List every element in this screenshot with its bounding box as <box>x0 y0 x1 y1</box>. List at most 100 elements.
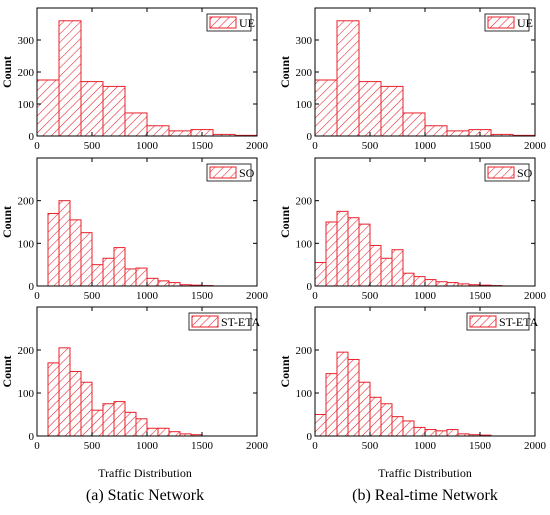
histogram-bar <box>348 359 359 436</box>
legend-label: ST-ETA <box>221 315 261 329</box>
legend-swatch <box>488 167 514 178</box>
histogram-bar <box>103 404 114 436</box>
legend: SO <box>207 164 255 181</box>
x-tick-label: 0 <box>34 290 40 302</box>
histogram-bar <box>436 431 447 436</box>
histogram-bar <box>169 432 180 436</box>
histogram-bar <box>59 201 70 286</box>
histogram-bar <box>125 269 136 286</box>
x-tick-label: 500 <box>362 440 379 452</box>
histogram-bar <box>125 412 136 436</box>
legend-label: SO <box>239 166 255 180</box>
histogram-bar <box>158 428 169 436</box>
legend: ST-ETA <box>189 313 261 330</box>
legend-swatch <box>488 17 514 28</box>
x-tick-label: 1500 <box>469 440 492 452</box>
y-tick-label: 0 <box>29 431 35 443</box>
legend-swatch <box>210 167 236 178</box>
y-axis-label: Count <box>0 355 14 387</box>
x-tick-label: 1000 <box>414 290 437 302</box>
legend-swatch <box>210 17 236 28</box>
y-axis-label: Count <box>0 56 14 88</box>
histogram-bar <box>136 419 147 436</box>
histogram-bar <box>359 224 370 286</box>
histogram-bar <box>326 374 337 436</box>
histogram-bar <box>125 113 147 136</box>
histogram-bar <box>147 278 158 286</box>
legend: UE <box>207 14 255 31</box>
x-tick-label: 2000 <box>246 140 269 152</box>
y-tick-label: 0 <box>307 281 313 293</box>
x-axis-label-right: Traffic Distribution <box>378 466 472 480</box>
histogram-bar <box>370 397 381 436</box>
histogram-bar <box>403 421 414 436</box>
x-tick-label: 500 <box>362 140 379 152</box>
y-tick-label: 200 <box>18 67 35 79</box>
histogram-bar <box>70 372 81 437</box>
histogram-bar <box>392 417 403 436</box>
x-tick-label: 1500 <box>469 290 492 302</box>
x-tick-label: 0 <box>312 290 318 302</box>
histogram-bar <box>381 86 403 136</box>
legend: UE <box>485 14 533 31</box>
histogram-bar <box>114 248 125 286</box>
x-tick-label: 0 <box>34 140 40 152</box>
histogram-bar <box>425 126 447 136</box>
histogram-bar <box>147 126 169 136</box>
histogram-bar <box>403 113 425 136</box>
histogram-bar <box>447 283 458 286</box>
x-tick-label: 1000 <box>136 290 159 302</box>
histogram-bar <box>425 430 436 436</box>
x-tick-label: 0 <box>312 440 318 452</box>
y-tick-label: 0 <box>307 131 313 143</box>
histogram-bar <box>337 21 359 136</box>
y-tick-label: 300 <box>296 35 313 47</box>
y-tick-label: 100 <box>296 99 313 111</box>
x-tick-label: 0 <box>34 440 40 452</box>
histogram-bar <box>92 265 103 286</box>
histogram-bar <box>337 211 348 286</box>
x-tick-label: 1500 <box>191 290 214 302</box>
histogram-bar <box>337 352 348 436</box>
histogram-bar <box>425 280 436 286</box>
histogram-bar <box>103 258 114 286</box>
y-axis-label: Count <box>278 56 292 88</box>
y-axis-label: Count <box>278 206 292 238</box>
histogram-bar <box>169 283 180 286</box>
legend: SO <box>485 164 533 181</box>
legend-swatch <box>470 316 496 327</box>
y-tick-label: 100 <box>18 388 35 400</box>
histogram-bar <box>169 131 191 136</box>
histogram-bar <box>136 268 147 286</box>
y-tick-label: 200 <box>296 67 313 79</box>
caption-static-network: (a) Static Network <box>86 487 204 504</box>
y-tick-label: 0 <box>29 131 35 143</box>
x-tick-label: 2000 <box>524 440 547 452</box>
x-axis-label-left: Traffic Distribution <box>98 466 192 480</box>
histogram-bar <box>81 82 103 136</box>
x-tick-label: 2000 <box>246 290 269 302</box>
histogram-bar <box>381 258 392 286</box>
histogram-bar <box>359 82 381 136</box>
y-tick-label: 100 <box>296 238 313 250</box>
y-tick-label: 200 <box>18 196 35 208</box>
legend-swatch <box>192 316 218 327</box>
x-tick-label: 0 <box>312 140 318 152</box>
x-tick-label: 1000 <box>414 140 437 152</box>
histogram-bar <box>158 281 169 286</box>
histogram-bar <box>447 131 469 136</box>
histogram-bar <box>370 245 381 286</box>
histogram-bar <box>348 218 359 286</box>
histogram-bar <box>48 363 59 436</box>
histogram-bar <box>59 21 81 136</box>
histogram-bar <box>315 263 326 286</box>
histogram-bar <box>381 404 392 436</box>
x-tick-label: 1500 <box>191 440 214 452</box>
